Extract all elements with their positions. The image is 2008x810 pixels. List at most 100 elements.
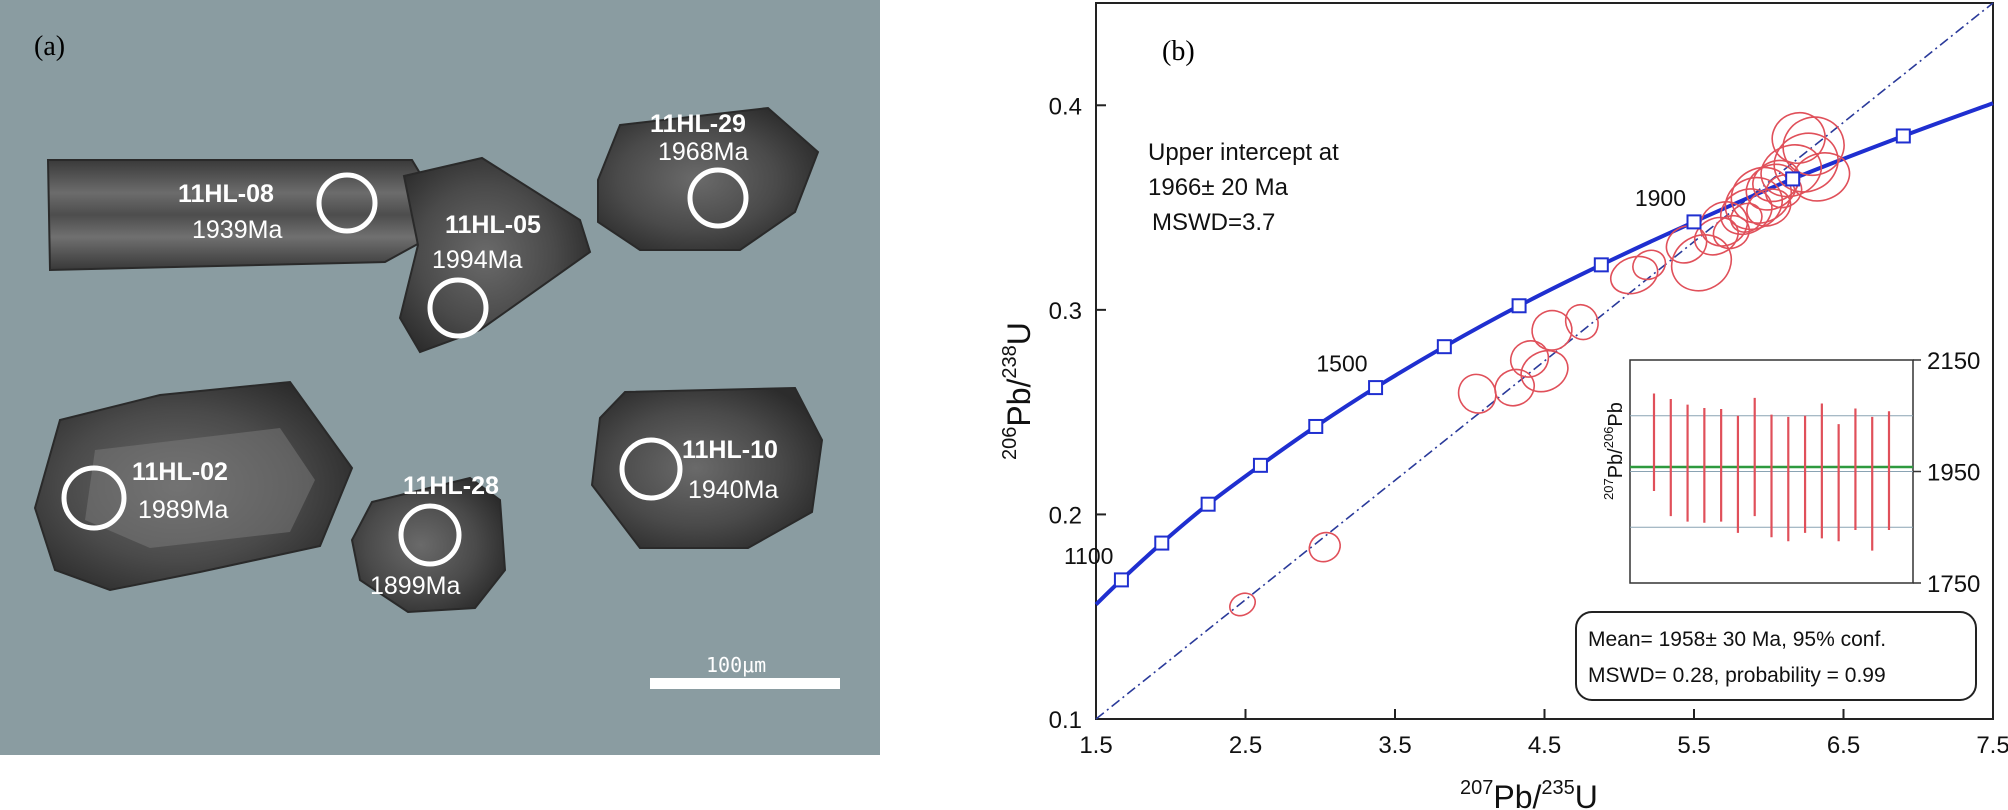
inset-y-label-main: Pb/ [1605,448,1627,478]
concordia-age-marker [1895,128,1911,144]
inset-weighted-mean-plot: 2150 1950 1750 207Pb/206Pb [1601,348,1980,598]
weighted-mean-result-line: MSWD= 0.28, probability = 0.99 [1588,664,1886,687]
zircon-grain-10 [590,386,824,549]
x-axis-label-sup: 235 [1541,777,1574,799]
scale-bar-label: 100μm [706,653,766,677]
inset-y-label-main: Pb [1605,402,1627,426]
grain-id-label: 11HL-29 [650,110,746,138]
error-ellipse [1720,188,1773,236]
x-tick-label: 1.5 [1079,732,1112,759]
concordia-age-marker [1200,496,1216,512]
error-ellipse [1782,116,1845,177]
panel-a-label: (a) [34,31,65,62]
error-ellipse [1308,531,1341,563]
error-ellipse [1752,159,1801,203]
grain-id-label: 11HL-05 [445,211,541,239]
spot-circle-10 [619,437,683,501]
intercept-annotation-line: Upper intercept at [1148,139,1339,166]
error-ellipse [1693,216,1739,256]
inset-tick-label: 1750 [1927,571,1980,598]
concordia-age-label: 1500 [1316,351,1367,377]
error-ellipse [1699,201,1749,247]
x-tick-label: 7.5 [1976,732,2008,759]
x-tick-label: 2.5 [1229,732,1262,759]
spot-circle-29 [687,167,749,229]
x-axis-label-main: U [1575,779,1598,810]
panel-b-label: (b) [1162,36,1195,67]
grain-age-label: 1939Ma [192,216,282,244]
intercept-annotation-line: 1966± 20 Ma [1148,174,1289,201]
x-axis-label-sup: 207 [1460,777,1493,799]
spot-circle-28 [398,503,462,567]
grain-id-label: 11HL-02 [132,458,228,486]
concordia-age-marker [1368,380,1384,396]
concordia-age-marker [1154,535,1170,551]
weighted-mean-result-line: Mean= 1958± 30 Ma, 95% conf. [1588,628,1886,651]
grain-id-label: 11HL-10 [682,436,778,464]
x-tick-label: 5.5 [1677,732,1710,759]
grain-id-label: 11HL-08 [178,180,274,208]
spot-circle-08 [316,172,378,234]
y-tick-label: 0.3 [1049,298,1082,325]
error-ellipse [1632,249,1667,281]
concordia-age-marker [1686,214,1702,230]
error-ellipse [1729,202,1763,233]
concordia-age-marker [1511,298,1527,314]
concordia-age-marker [1308,418,1324,434]
error-ellipse [1457,373,1497,414]
y-axis-label-sup: 206 [1000,427,1021,460]
zircon-grain-28 [350,476,507,614]
concordia-age-label: 1100 [1064,543,1113,569]
error-ellipse [1791,152,1851,202]
error-ellipse [1712,214,1751,250]
error-ellipse [1773,132,1839,193]
error-ellipse [1531,309,1573,351]
x-axis-label-main: Pb/ [1493,779,1541,810]
inset-tick-label: 1950 [1927,460,1980,487]
concordia-age-marker [1113,572,1129,588]
grain-age-label: 1899Ma [370,572,460,600]
inset-y-label-sup: 207 [1601,478,1616,500]
x-tick-label: 6.5 [1827,732,1860,759]
y-tick-label: 0.1 [1049,707,1082,734]
concordia-age-marker [1436,339,1452,355]
y-tick-label: 0.2 [1049,502,1082,529]
zircon-grain-02-core [85,428,315,548]
panel-a-image: (a) 11HL-08 1939Ma 11HL-05 1994Ma 11HL-2… [0,0,880,755]
x-tick-label: 4.5 [1528,732,1561,759]
inset-y-label-sup: 206 [1601,427,1616,449]
inset-tick-label: 2150 [1927,348,1980,375]
grain-age-label: 1940Ma [688,476,778,504]
y-axis-label-main: Pb/ [1001,378,1037,426]
spot-circle-02 [61,465,127,531]
intercept-annotation-line: MSWD=3.7 [1152,209,1275,236]
spot-circle-05 [427,277,489,339]
error-ellipse [1665,225,1708,264]
grain-age-label: 1968Ma [658,138,748,166]
scale-bar [650,678,840,689]
grain-age-label: 1994Ma [432,246,522,274]
concordia-age-marker [1593,257,1609,273]
y-axis-label-sup: 238 [1000,345,1021,378]
y-axis-label: 206Pb/238U [1000,322,1037,460]
concordia-age-marker [1252,457,1268,473]
error-ellipse [1229,592,1257,617]
error-ellipse [1609,255,1659,295]
grain-age-label: 1989Ma [138,496,228,524]
inset-y-axis-label: 207Pb/206Pb [1601,402,1627,500]
zircon-grain-05 [398,156,592,354]
x-tick-label: 3.5 [1378,732,1411,759]
zircon-grain-29 [597,106,820,251]
error-ellipse [1564,303,1599,341]
error-ellipse [1494,368,1535,407]
concordia-age-label: 1900 [1635,185,1686,211]
error-ellipse [1771,111,1826,165]
y-axis-label-main: U [1001,322,1037,345]
grain-id-label: 11HL-28 [403,472,499,500]
error-ellipse [1670,234,1733,292]
y-tick-label: 0.4 [1049,93,1082,120]
error-ellipse [1520,349,1569,393]
x-axis-label: 207Pb/235U [1460,777,1598,810]
concordia-age-marker [1785,171,1801,187]
concordia-chart: 1.5 2.5 3.5 4.5 5.5 6.5 7.5 0.1 0.2 0.3 0.4 (b) 1… [1000,2,2008,810]
